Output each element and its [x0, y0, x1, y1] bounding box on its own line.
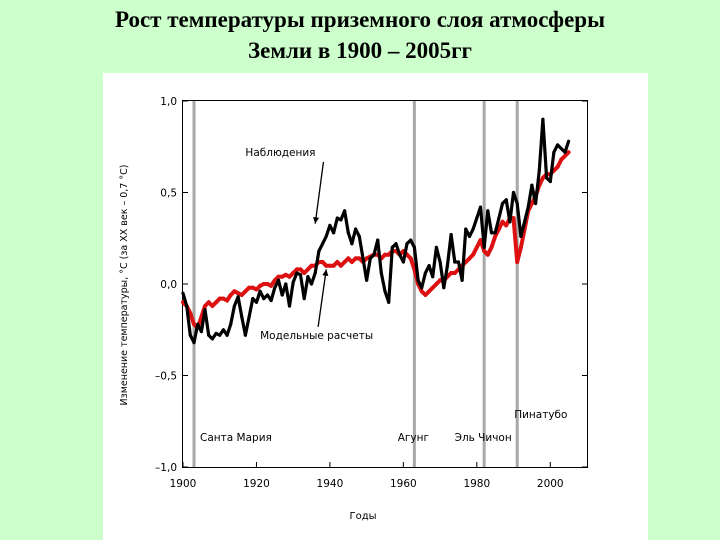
eruption-label: Агунг: [398, 432, 429, 444]
model-line-segment: [563, 150, 571, 158]
x-tick-label: 2000: [537, 478, 564, 490]
eruption-label: Эль Чичон: [455, 432, 512, 444]
observations-line-segment: [376, 238, 383, 275]
observations-line-segment: [203, 308, 211, 337]
x-tick-label: 1940: [317, 478, 344, 490]
observations-line-segment: [287, 280, 295, 308]
observations-line-segment: [534, 168, 541, 206]
series-group: [181, 117, 571, 345]
observations-line-segment: [541, 117, 549, 180]
model-line-segment: [515, 245, 523, 264]
y-tick-label: –0,5: [155, 371, 177, 383]
observations-line-segment: [236, 295, 244, 319]
observations-line-segment: [482, 209, 490, 249]
observations-line-segment: [412, 245, 420, 282]
y-tick-label: 0,5: [160, 188, 177, 200]
title-line-2: Земли в 1900 – 2005гг: [248, 38, 472, 63]
observations-line-segment: [394, 242, 402, 257]
observations-line-segment: [302, 275, 310, 301]
observations-line-segment: [431, 245, 438, 279]
observations-line-segment: [442, 264, 449, 290]
y-tick-label: 0,0: [160, 279, 177, 291]
model-line-segment: [511, 216, 520, 264]
observations-line-segment: [309, 271, 317, 286]
observations-line-segment: [247, 297, 255, 319]
observations-line-segment: [332, 216, 339, 235]
eruption-label: Пинатубо: [514, 409, 567, 421]
observations-line-segment: [486, 209, 494, 235]
observations-line-segment: [313, 249, 321, 275]
slide-title: Рост температуры приземного слоя атмосфе…: [0, 4, 720, 66]
observations-line-segment: [515, 201, 523, 238]
observations-line-segment: [192, 322, 200, 345]
x-tick-label: 1900: [170, 478, 197, 490]
observations-line-segment: [379, 271, 387, 293]
observations-line-segment: [449, 233, 457, 264]
observations-line-segment: [225, 322, 233, 337]
chart-panel: 1,0 0,5 0,0 –0,5 –1,0 1900 1920 1940 1960 1980 200…: [103, 73, 648, 540]
title-line-1: Рост температуры приземного слоя атмосфе…: [114, 7, 606, 32]
x-axis-label: Годы: [349, 511, 376, 522]
observations-line-segment: [511, 190, 519, 206]
observations-line-segment: [523, 205, 530, 224]
observations-line-segment: [563, 139, 571, 154]
axis-ticks-group: 1,0 0,5 0,0 –0,5 –1,0 1900 1920 1940 1960 1980 200…: [155, 96, 587, 490]
observations-line-segment: [420, 271, 427, 290]
observations-line-segment: [493, 216, 501, 235]
observations-line-segment: [401, 242, 409, 264]
plot-frame: [182, 100, 588, 468]
annotation-arrow: [317, 269, 327, 327]
observations-line-segment: [460, 227, 468, 282]
y-tick-label: –1,0: [155, 462, 177, 474]
observations-line-segment: [519, 220, 527, 238]
x-tick-label: 1920: [243, 478, 270, 490]
x-tick-label: 1960: [390, 478, 417, 490]
temperature-chart: 1,0 0,5 0,0 –0,5 –1,0 1900 1920 1940 1960 1980 200…: [119, 96, 588, 522]
observations-line-segment: [434, 245, 442, 264]
observations-line-segment: [350, 227, 358, 246]
x-tick-label: 1980: [463, 478, 490, 490]
observations-line-segment: [269, 286, 277, 303]
observations-line-segment: [471, 216, 479, 231]
observations-line-segment: [365, 256, 372, 282]
observations-line-segment: [343, 209, 350, 235]
annotation-arrowhead: [322, 269, 329, 276]
eruption-label: Санта Мария: [200, 432, 272, 444]
observations-line-segment: [229, 304, 236, 326]
model-annotation: Модельные расчеты: [260, 330, 373, 342]
model-line-group: [181, 150, 571, 330]
annotation-arrowhead: [313, 217, 320, 224]
y-axis-label: Изменение температуры, °С (за XX век – 0…: [119, 165, 130, 406]
observations-line-segment: [508, 190, 516, 224]
observations-line-segment: [548, 150, 556, 184]
observations-line-segment: [357, 234, 365, 260]
observations-line-group: [181, 117, 571, 345]
observations-line-segment: [291, 271, 299, 284]
observations-line-segment: [497, 201, 505, 220]
observations-line-segment: [243, 315, 251, 337]
observations-line-segment: [181, 291, 189, 308]
y-tick-label: 1,0: [160, 96, 177, 108]
eruption-lines-group: [192, 101, 519, 467]
observations-line-segment: [387, 245, 394, 304]
model-line-segment: [518, 227, 527, 250]
observations-annotation: Наблюдения: [245, 147, 315, 159]
annotation-arrow: [314, 161, 325, 224]
observations-line-segment: [185, 304, 192, 337]
